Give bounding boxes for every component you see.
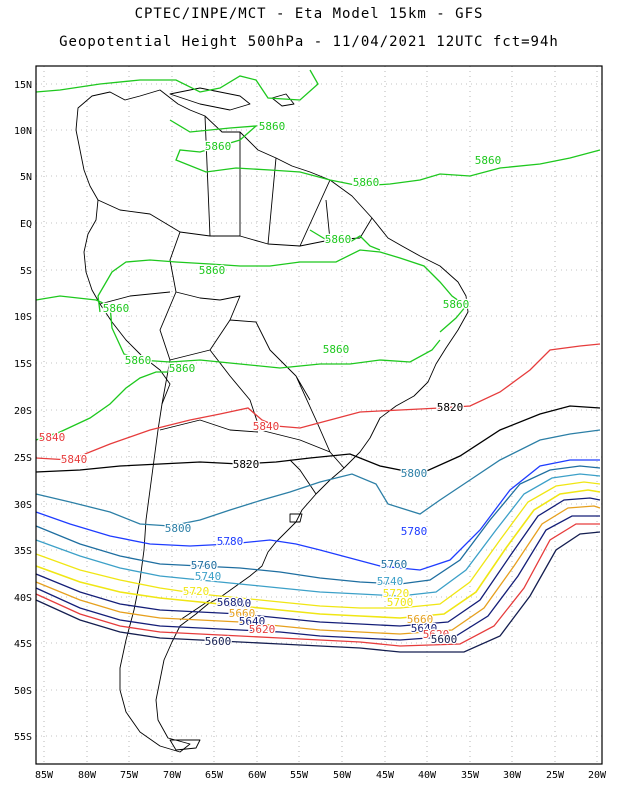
contour-label-5740: 5740 (377, 575, 404, 588)
contour-label-5860: 5860 (325, 233, 352, 246)
contour-5780-line (35, 459, 600, 571)
lon-tick-label: 55W (290, 770, 309, 781)
lon-tick-label: 75W (120, 770, 139, 781)
south-america-coast (75, 89, 469, 753)
lon-tick-label: 25W (546, 770, 565, 781)
contour-label-5720: 5720 (183, 585, 210, 598)
lon-tick-label: 35W (461, 770, 480, 781)
lon-tick-label: 40W (418, 770, 437, 781)
contour-label-5860: 5860 (205, 140, 232, 153)
lat-tick-label: 5N (20, 172, 32, 183)
contour-label-5740: 5740 (195, 570, 222, 583)
contour-label-5640: 5640 (411, 622, 438, 635)
lat-tick-label: 20S (14, 406, 32, 417)
contour-label-5600: 5600 (205, 635, 232, 648)
contour-label-5780: 5780 (217, 535, 244, 548)
lat-tick-label: 15S (14, 359, 32, 370)
contour-label-5840: 5840 (253, 420, 280, 433)
lon-tick-label: 50W (333, 770, 352, 781)
lat-tick-label: 10S (14, 312, 32, 323)
contour-label-5700: 5700 (387, 596, 414, 609)
lat-tick-label: 25S (14, 453, 32, 464)
lon-tick-label: 85W (35, 770, 54, 781)
contour-5860-line (35, 371, 170, 441)
contour-label-5840: 5840 (61, 453, 88, 466)
contour-5860-line (97, 229, 467, 333)
contour-5860-line (35, 295, 441, 369)
lat-tick-label: 35S (14, 546, 32, 557)
lon-tick-label: 60W (248, 770, 267, 781)
lat-tick-label: 15N (14, 80, 32, 91)
grid-lines (36, 66, 602, 764)
chart-title: CPTEC/INPE/MCT - Eta Model 15km - GFS (134, 6, 484, 22)
contour-label-5860: 5860 (475, 154, 502, 167)
lon-tick-label: 80W (78, 770, 97, 781)
contour-label-5620: 5620 (423, 628, 450, 641)
contour-5820-line (35, 405, 601, 475)
lat-tick-label: 40S (14, 593, 32, 604)
contour-5680-line (35, 497, 601, 627)
contour-label-5860: 5860 (323, 343, 350, 356)
contour-label-5800: 5800 (165, 522, 192, 535)
contour-label-5820: 5820 (233, 458, 260, 471)
contour-label-5820: 5820 (437, 401, 464, 414)
lat-tick-label: EQ (20, 219, 32, 230)
contour-label-5640: 5640 (239, 615, 266, 628)
contour-label-5760: 5760 (381, 558, 408, 571)
country-borders (97, 115, 373, 621)
contour-label-5600: 5600 (431, 633, 458, 646)
contour-label-5620: 5620 (249, 623, 276, 636)
contour-label-5860: 5860 (103, 302, 130, 315)
contour-label-5860: 5860 (199, 264, 226, 277)
contour-label-5860: 5860 (443, 298, 470, 311)
contour-label-5860: 5860 (259, 120, 286, 133)
contour-5720-line (35, 481, 601, 609)
contour-label-5760: 5760 (191, 559, 218, 572)
contour-label-5800: 5800 (401, 467, 428, 480)
contour-5660-line (35, 505, 601, 635)
lat-tick-label: 5S (20, 266, 32, 277)
contour-5760-line (35, 465, 601, 585)
contour-label-5860: 5860 (125, 354, 152, 367)
contour-5620-line (35, 523, 600, 647)
lat-tick-label: 10N (14, 126, 32, 137)
contour-5840-line (35, 343, 601, 461)
continent-outline (75, 87, 469, 753)
contour-label-5780: 5780 (401, 525, 428, 538)
contour-label-5660: 5660 (407, 613, 434, 626)
contour-label-5860: 5860 (169, 362, 196, 375)
contour-label-5680: 5680 (217, 596, 244, 609)
contour-label-5680: 5680 (225, 597, 252, 610)
lon-tick-label: 30W (503, 770, 522, 781)
lon-tick-label: 20W (588, 770, 607, 781)
lon-tick-label: 65W (205, 770, 224, 781)
lat-tick-label: 30S (14, 500, 32, 511)
contour-label-5840: 5840 (39, 431, 66, 444)
contour-5860-line (169, 119, 601, 187)
lat-tick-label: 45S (14, 639, 32, 650)
contour-5600-line (35, 531, 601, 653)
contour-label-5860: 5860 (353, 176, 380, 189)
contour-label-5720: 5720 (383, 587, 410, 600)
contour-5700-line (35, 489, 601, 619)
chart-subtitle: Geopotential Height 500hPa - 11/04/2021 … (59, 34, 559, 50)
lon-tick-label: 70W (163, 770, 182, 781)
contour-5860-line (35, 69, 319, 101)
lat-tick-label: 55S (14, 732, 32, 743)
contour-5740-line (35, 473, 601, 597)
contour-5800-line (35, 429, 601, 527)
map-frame (35, 65, 603, 765)
contour-label-5660: 5660 (229, 607, 256, 620)
lat-tick-label: 50S (14, 686, 32, 697)
contour-5640-line (35, 515, 600, 641)
lon-tick-label: 45W (376, 770, 395, 781)
